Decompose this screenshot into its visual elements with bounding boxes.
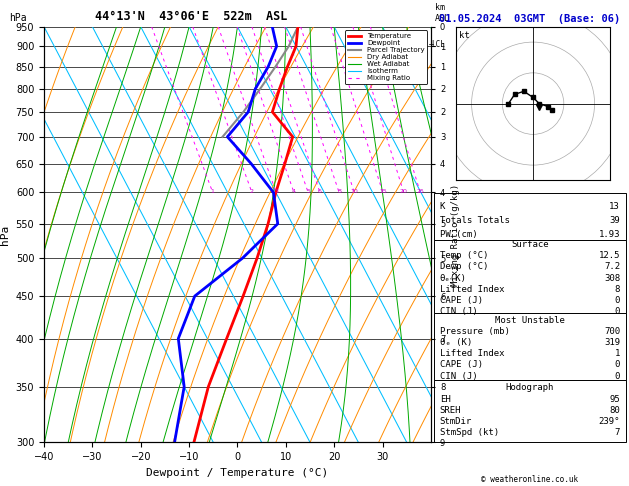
Bar	[434, 380, 626, 442]
Text: 4: 4	[292, 189, 296, 193]
Text: Temp (°C): Temp (°C)	[440, 251, 488, 260]
Text: Totals Totals: Totals Totals	[440, 216, 509, 225]
Text: K: K	[440, 202, 445, 211]
Text: Dewp (°C): Dewp (°C)	[440, 262, 488, 272]
Text: 7.2: 7.2	[604, 262, 620, 272]
Text: 8: 8	[337, 189, 341, 193]
Text: 6: 6	[318, 189, 322, 193]
Text: 1: 1	[615, 349, 620, 358]
Text: StmDir: StmDir	[440, 417, 472, 426]
Text: 0: 0	[615, 372, 620, 381]
Text: © weatheronline.co.uk: © weatheronline.co.uk	[481, 474, 579, 484]
Y-axis label: Mixing Ratio (g/kg): Mixing Ratio (g/kg)	[451, 183, 460, 286]
Text: PW (cm): PW (cm)	[440, 229, 477, 239]
Text: 25: 25	[416, 189, 424, 193]
Text: 0: 0	[615, 307, 620, 316]
Text: 308: 308	[604, 274, 620, 283]
Text: Surface: Surface	[511, 240, 548, 249]
Text: SREH: SREH	[440, 406, 461, 415]
Text: 0: 0	[615, 296, 620, 305]
Text: 20: 20	[400, 189, 408, 193]
Text: 12.5: 12.5	[599, 251, 620, 260]
Text: Pressure (mb): Pressure (mb)	[440, 327, 509, 336]
Text: Lifted Index: Lifted Index	[440, 285, 504, 294]
X-axis label: Dewpoint / Temperature (°C): Dewpoint / Temperature (°C)	[147, 468, 328, 478]
Text: 44°13'N  43°06'E  522m  ASL: 44°13'N 43°06'E 522m ASL	[95, 10, 287, 22]
Text: 1: 1	[211, 189, 214, 193]
Text: CAPE (J): CAPE (J)	[440, 296, 483, 305]
Text: Lifted Index: Lifted Index	[440, 349, 504, 358]
Text: EH: EH	[440, 395, 450, 404]
Text: kt: kt	[459, 31, 470, 40]
Text: Most Unstable: Most Unstable	[495, 315, 565, 325]
Text: θₑ(K): θₑ(K)	[440, 274, 467, 283]
Text: 80: 80	[610, 406, 620, 415]
Legend: Temperature, Dewpoint, Parcel Trajectory, Dry Adiabat, Wet Adiabat, Isotherm, Mi: Temperature, Dewpoint, Parcel Trajectory…	[345, 30, 427, 84]
Text: 8: 8	[615, 285, 620, 294]
Text: 39: 39	[610, 216, 620, 225]
Text: 15: 15	[379, 189, 387, 193]
Bar	[434, 240, 626, 312]
Text: 95: 95	[610, 395, 620, 404]
Text: CIN (J): CIN (J)	[440, 372, 477, 381]
Text: hPa: hPa	[9, 13, 27, 22]
Text: CAPE (J): CAPE (J)	[440, 361, 483, 369]
Text: 239°: 239°	[599, 417, 620, 426]
Text: 7: 7	[615, 428, 620, 437]
Text: 5: 5	[306, 189, 310, 193]
Text: StmSpd (kt): StmSpd (kt)	[440, 428, 499, 437]
Text: θₑ (K): θₑ (K)	[440, 338, 472, 347]
Text: 0: 0	[615, 361, 620, 369]
Text: km
ASL: km ASL	[435, 3, 450, 22]
Text: Hodograph: Hodograph	[506, 383, 554, 392]
Bar	[434, 312, 626, 380]
Text: 13: 13	[610, 202, 620, 211]
Text: LCL: LCL	[431, 40, 445, 49]
Text: 1.93: 1.93	[599, 229, 620, 239]
Bar	[434, 193, 626, 240]
Text: 2: 2	[250, 189, 254, 193]
Text: 10: 10	[350, 189, 358, 193]
Text: 01.05.2024  03GMT  (Base: 06): 01.05.2024 03GMT (Base: 06)	[439, 14, 621, 24]
Text: CIN (J): CIN (J)	[440, 307, 477, 316]
Text: 3: 3	[274, 189, 278, 193]
Text: 700: 700	[604, 327, 620, 336]
Y-axis label: hPa: hPa	[0, 225, 10, 244]
Text: 319: 319	[604, 338, 620, 347]
